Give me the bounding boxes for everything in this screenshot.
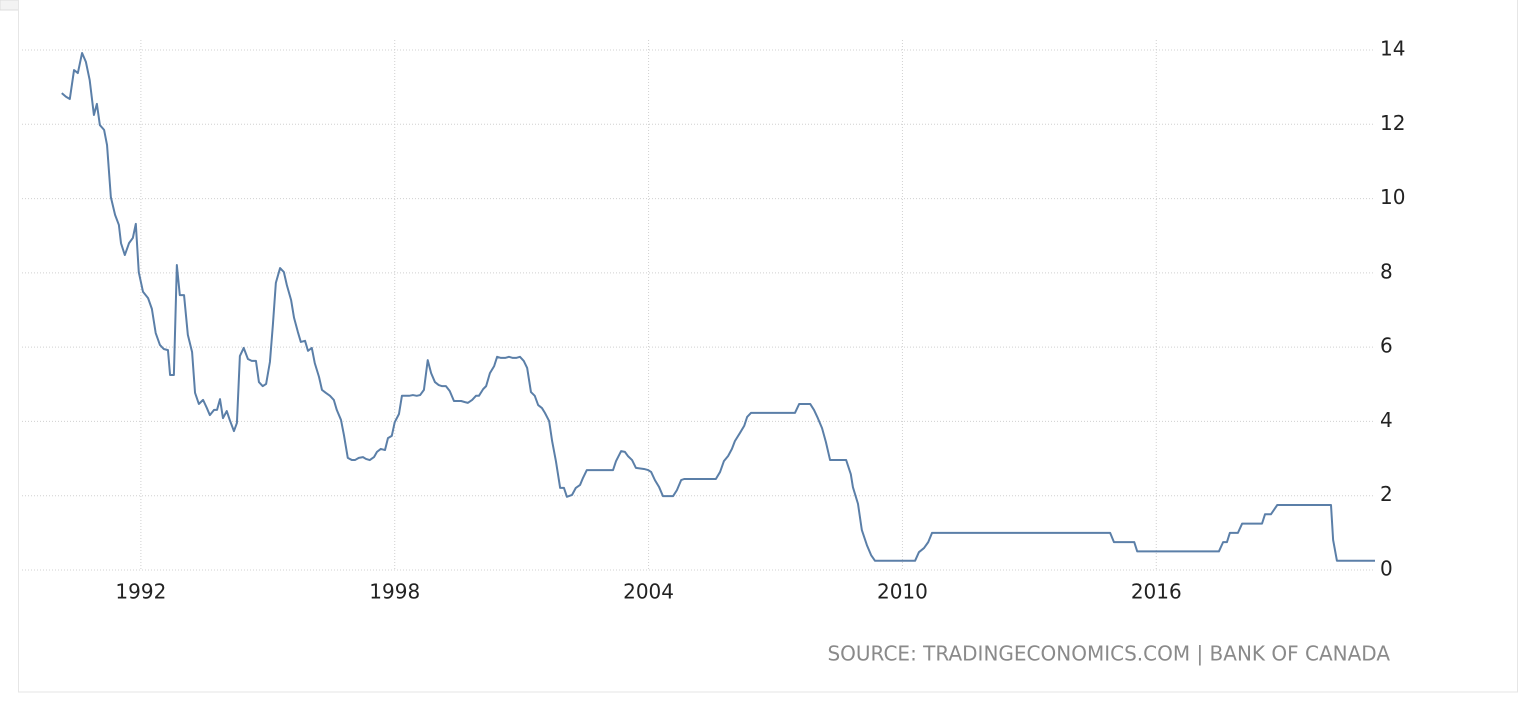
y-tick-label: 8 [1380,259,1393,283]
data-line [61,51,1375,562]
x-tick-label: 1998 [369,580,420,604]
source-note: SOURCE: TRADINGECONOMICS.COM | BANK OF C… [827,642,1390,666]
x-tick-label: 2016 [1131,580,1182,604]
y-tick-label: 2 [1380,482,1393,506]
plot [61,51,1375,562]
x-tick-label: 2004 [623,580,674,604]
y-tick-label: 10 [1380,185,1405,209]
grid: 0 2 4 6 8 10 12 14 1992 1998 2004 2010 2016 [22,37,1405,604]
y-tick-label: 4 [1380,408,1393,432]
x-tick-label: 1992 [115,580,166,604]
y-tick-label: 12 [1380,111,1405,135]
x-tick-label: 2010 [877,580,928,604]
y-tick-label: 0 [1380,557,1393,581]
y-tick-label: 6 [1380,334,1393,358]
chart-card [18,0,1518,693]
y-tick-label: 14 [1380,37,1405,61]
